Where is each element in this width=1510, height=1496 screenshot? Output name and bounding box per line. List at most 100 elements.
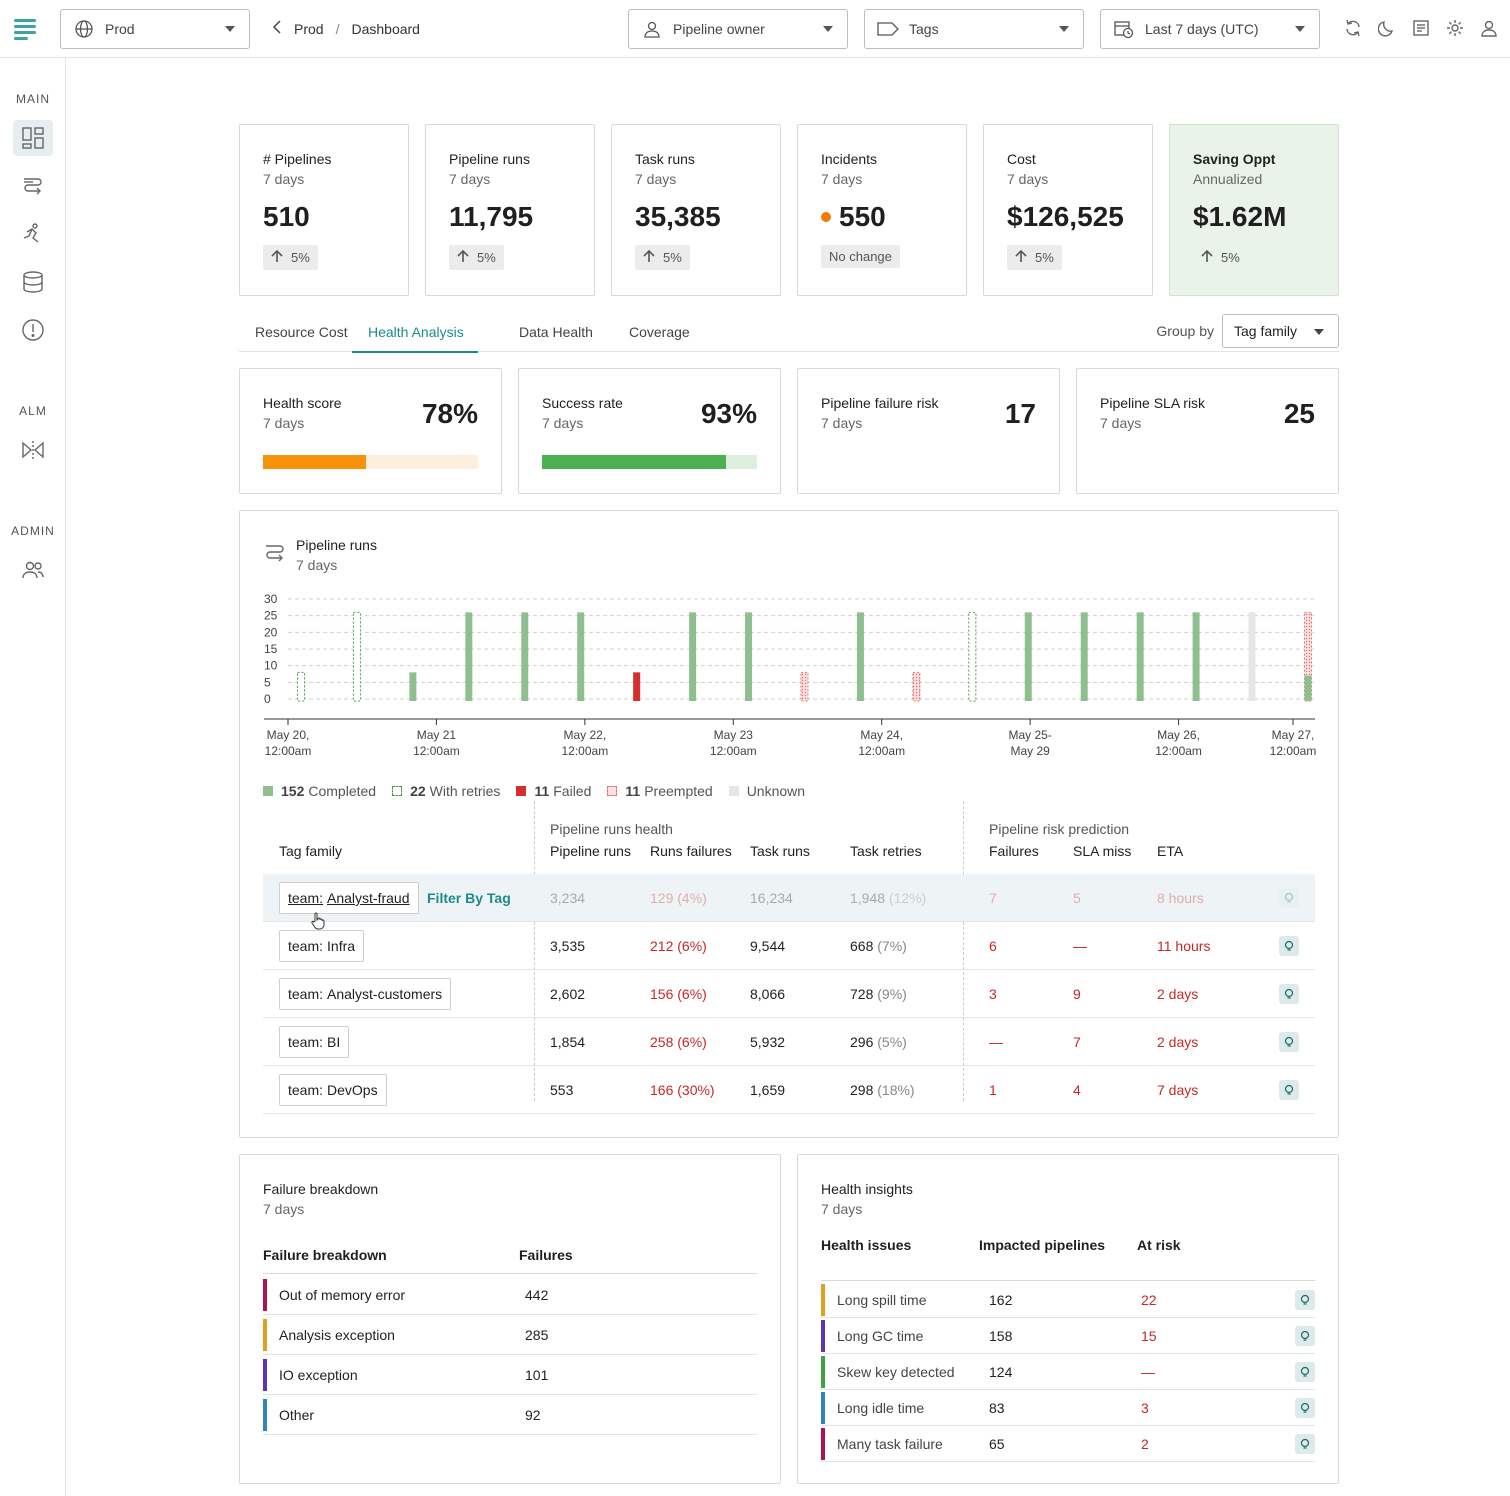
- health-score-card[interactable]: Health score 7 days 78%: [239, 368, 502, 494]
- pipelines-icon[interactable]: [13, 168, 53, 204]
- tags-select[interactable]: Tags: [864, 9, 1084, 49]
- app-logo-icon[interactable]: [12, 16, 38, 42]
- tab-health-analysis[interactable]: Health Analysis: [352, 324, 478, 353]
- sidebar: MAIN ALM ADMIN: [0, 58, 66, 1496]
- kpi-task-runs[interactable]: Task runs 7 days 35,385 5%: [611, 124, 781, 296]
- failure-row[interactable]: Out of memory error 442: [263, 1275, 757, 1315]
- legend-item-completed[interactable]: 152 Completed: [263, 783, 376, 799]
- x-tick-label: 12:00am: [1270, 744, 1317, 758]
- failure-row[interactable]: IO exception 101: [263, 1355, 757, 1395]
- col-header-health-issues[interactable]: Health issues: [821, 1237, 912, 1253]
- table-row[interactable]: team: Analyst-customers 2,602 156 (6%) 8,…: [263, 970, 1315, 1018]
- col-header-impacted-pipelines[interactable]: Impacted pipelines: [979, 1237, 1106, 1253]
- tag-chip[interactable]: team: Infra: [279, 930, 365, 962]
- col-header-failures[interactable]: Failures: [519, 1247, 573, 1263]
- col-header-pipeline-runs[interactable]: Pipeline runs: [550, 843, 631, 859]
- lightbulb-icon[interactable]: [1279, 936, 1299, 956]
- col-header-failure-breakdown[interactable]: Failure breakdown: [263, 1247, 387, 1263]
- lightbulb-icon[interactable]: [1295, 1434, 1315, 1454]
- y-tick-label: 0: [264, 692, 271, 706]
- failure-row[interactable]: Other 92: [263, 1395, 757, 1435]
- runs-icon[interactable]: [13, 216, 53, 252]
- table-row[interactable]: team: Analyst-fraud Filter By Tag 3,234 1…: [263, 874, 1315, 930]
- table-row[interactable]: team: DevOps 553 166 (30%) 1,659 298 (18%…: [263, 1066, 1315, 1114]
- docs-icon[interactable]: [1410, 17, 1432, 39]
- lightbulb-icon[interactable]: [1279, 984, 1299, 1004]
- dashboard-icon[interactable]: [13, 120, 53, 156]
- col-header-tag-family[interactable]: Tag family: [279, 843, 343, 859]
- alert-icon[interactable]: [13, 312, 53, 348]
- lightbulb-icon[interactable]: [1295, 1326, 1315, 1346]
- tag-chip[interactable]: team: Analyst-customers: [279, 978, 452, 1010]
- cell-task-retries: 296 (5%): [850, 1034, 907, 1050]
- kpi-cost[interactable]: Cost 7 days $126,525 5%: [983, 124, 1153, 296]
- chart-bar: [465, 612, 473, 701]
- lightbulb-icon[interactable]: [1295, 1398, 1315, 1418]
- table-row[interactable]: team: BI 1,854 258 (6%) 5,932 296 (5%) — …: [263, 1018, 1315, 1066]
- environment-select[interactable]: Prod: [60, 9, 250, 49]
- cell-sla-miss: 9: [1073, 986, 1081, 1002]
- users-icon[interactable]: [13, 552, 53, 588]
- pipeline-owner-select[interactable]: Pipeline owner: [628, 9, 848, 49]
- insight-row[interactable]: Skew key detected 124 —: [821, 1354, 1315, 1390]
- kpi-pipelines[interactable]: # Pipelines 7 days 510 5%: [239, 124, 409, 296]
- lightbulb-icon[interactable]: [1279, 1080, 1299, 1100]
- table-row[interactable]: team: Infra 3,535 212 (6%) 9,544 668 (7%)…: [263, 922, 1315, 970]
- tab-coverage[interactable]: Coverage: [629, 324, 690, 340]
- cell-pipeline-runs: 3,535: [550, 938, 586, 954]
- col-header-task-retries[interactable]: Task retries: [850, 843, 922, 859]
- insight-row[interactable]: Long idle time 83 3: [821, 1390, 1315, 1426]
- col-header-task-runs[interactable]: Task runs: [750, 843, 810, 859]
- sla-risk-card[interactable]: Pipeline SLA risk 7 days 25: [1076, 368, 1339, 494]
- legend-item-failed[interactable]: 11 Failed: [516, 783, 591, 799]
- tag-chip[interactable]: team: Analyst-fraud: [279, 882, 419, 914]
- group-by-select[interactable]: Tag family: [1222, 314, 1339, 348]
- tab-resource-cost[interactable]: Resource Cost: [255, 324, 348, 340]
- refresh-icon[interactable]: [1342, 17, 1364, 39]
- col-header-eta[interactable]: ETA: [1157, 843, 1184, 859]
- legend-item-unknown[interactable]: Unknown: [728, 783, 805, 799]
- date-range-select[interactable]: Last 7 days (UTC): [1100, 9, 1320, 49]
- col-header-runs-failures[interactable]: Runs failures: [650, 843, 732, 859]
- failure-count: 442: [525, 1287, 549, 1303]
- lightbulb-icon[interactable]: [1279, 888, 1299, 908]
- legend-swatch: [392, 786, 403, 796]
- gear-icon[interactable]: [1444, 17, 1466, 39]
- x-tick-label: May 21: [417, 728, 457, 742]
- cell-eta: 2 days: [1157, 1034, 1199, 1050]
- kpi-saving-oppt[interactable]: Saving Oppt Annualized $1.62M 5%: [1169, 124, 1339, 296]
- insight-row[interactable]: Many task failure 65 2: [821, 1426, 1315, 1462]
- tag-chip[interactable]: team: BI: [279, 1026, 350, 1058]
- failure-row[interactable]: Analysis exception 285: [263, 1315, 757, 1355]
- kpi-pipeline-runs[interactable]: Pipeline runs 7 days 11,795 5%: [425, 124, 595, 296]
- lightbulb-icon[interactable]: [1279, 1032, 1299, 1052]
- col-header-at-risk[interactable]: At risk: [1137, 1237, 1181, 1253]
- legend-item-preempted[interactable]: 11 Preempted: [607, 783, 713, 799]
- moon-icon[interactable]: [1376, 17, 1398, 39]
- filter-by-tag-link[interactable]: Filter By Tag: [427, 890, 511, 906]
- at-risk-count: 3: [1141, 1400, 1149, 1416]
- col-header-sla-miss[interactable]: SLA miss: [1073, 843, 1132, 859]
- failure-risk-card[interactable]: Pipeline failure risk 7 days 17: [797, 368, 1060, 494]
- legend-item-retries[interactable]: 22 With retries: [392, 783, 500, 799]
- legend-label: Completed: [308, 783, 377, 799]
- col-header-failures[interactable]: Failures: [989, 843, 1039, 859]
- panel-title: Failure breakdown: [263, 1181, 379, 1197]
- chart-bar: [1304, 611, 1312, 702]
- alm-icon[interactable]: [13, 432, 53, 468]
- insight-row[interactable]: Long GC time 158 15: [821, 1318, 1315, 1354]
- tab-data-health[interactable]: Data Health: [519, 324, 593, 340]
- breadcrumb-prod[interactable]: Prod: [294, 20, 324, 37]
- chevron-down-icon: [1059, 26, 1069, 32]
- chart-bar: [297, 671, 305, 702]
- tag-chip[interactable]: team: DevOps: [279, 1074, 387, 1106]
- success-rate-card[interactable]: Success rate 7 days 93%: [518, 368, 781, 494]
- kpi-incidents[interactable]: Incidents 7 days 550 No change: [797, 124, 967, 296]
- insight-row[interactable]: Long spill time 162 22: [821, 1282, 1315, 1318]
- lightbulb-icon[interactable]: [1295, 1290, 1315, 1310]
- database-icon[interactable]: [13, 264, 53, 300]
- lightbulb-icon[interactable]: [1295, 1362, 1315, 1382]
- back-chevron-icon[interactable]: [272, 20, 282, 37]
- divider: [963, 801, 964, 1101]
- user-icon[interactable]: [1478, 17, 1500, 39]
